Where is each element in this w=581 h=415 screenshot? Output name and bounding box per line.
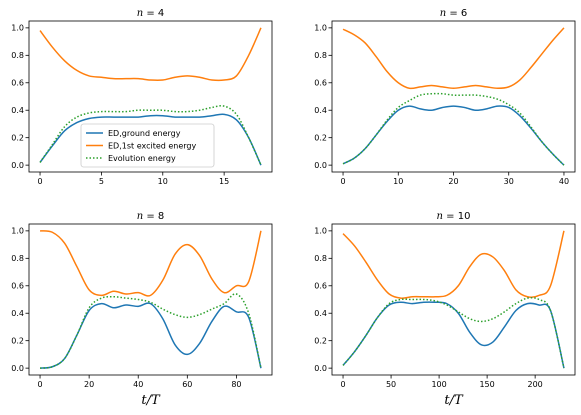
- y-tick-label: 0.6: [314, 282, 327, 291]
- y-tick-label: 0.0: [314, 364, 327, 373]
- legend: ED,ground energy ED,1st excited energy Evo…: [80, 123, 215, 168]
- axes-frame: [331, 223, 576, 376]
- x-tick-label: 0: [37, 177, 42, 186]
- panel-title: n = 8: [137, 211, 165, 222]
- x-axis-label: t/T: [141, 393, 161, 408]
- y-tick-label: 0.8: [314, 51, 327, 60]
- x-tick-label: 0: [340, 177, 345, 186]
- legend-label: ED,1st excited energy: [108, 142, 197, 151]
- axes-frame: [28, 223, 273, 376]
- x-tick-label: 10: [393, 177, 403, 186]
- x-tick-label: 20: [448, 177, 458, 186]
- x-tick-label: 40: [133, 380, 143, 389]
- panel-title: n = 4: [137, 8, 165, 19]
- y-tick-label: 0.2: [11, 133, 24, 142]
- x-tick-label: 20: [84, 380, 94, 389]
- panel-title: n = 10: [437, 211, 471, 222]
- y-tick-label: 1.0: [11, 227, 24, 236]
- y-tick-label: 0.4: [11, 106, 24, 115]
- y-tick-label: 0.4: [314, 106, 327, 115]
- y-tick-label: 0.4: [314, 309, 327, 318]
- x-tick-label: 200: [527, 380, 542, 389]
- chart-panel-2: 0.0 0.2 0.4 0.6 0.8 1.0 0 10 20 30 40 n = 6: [314, 8, 576, 186]
- x-tick-label: 0: [340, 380, 345, 389]
- y-tick-label: 0.2: [11, 336, 24, 345]
- series-line-evolution-energy: [39, 104, 262, 166]
- axes-frame: [331, 20, 576, 173]
- chart-panel-4: 0.0 0.2 0.4 0.6 0.8 1.0 0 50 100 150 200 n = 10 t/T: [314, 211, 576, 408]
- y-tick-label: 0.6: [11, 79, 24, 88]
- y-tick-label: 1.0: [314, 24, 327, 33]
- x-tick-label: 60: [182, 380, 192, 389]
- x-tick-label: 0: [37, 380, 42, 389]
- x-tick-label: 30: [504, 177, 514, 186]
- y-tick-label: 0.0: [11, 161, 24, 170]
- y-tick-label: 0.0: [314, 161, 327, 170]
- legend-box: [80, 123, 215, 168]
- y-tick-label: 1.0: [11, 24, 24, 33]
- y-tick-label: 0.0: [11, 364, 24, 373]
- chart-panel-3: 0.0 0.2 0.4 0.6 0.8 1.0 0 20 40 60 80 n = 8 t/T: [11, 211, 273, 408]
- series-line-ed-ground-energy: [342, 301, 565, 369]
- y-tick-label: 0.2: [314, 133, 327, 142]
- series-line-evolution-energy: [342, 296, 565, 369]
- series-line-evolution-energy: [342, 92, 565, 166]
- y-tick-label: 0.8: [314, 254, 327, 263]
- x-tick-label: 80: [231, 380, 241, 389]
- x-tick-label: 10: [158, 177, 168, 186]
- x-tick-label: 150: [479, 380, 494, 389]
- series-line-ed-1st-excited-energy: [342, 27, 565, 90]
- x-tick-label: 15: [219, 177, 229, 186]
- y-tick-label: 0.4: [11, 309, 24, 318]
- x-tick-label: 50: [386, 380, 396, 389]
- series-line-ed-ground-energy: [39, 302, 262, 369]
- y-tick-label: 1.0: [314, 227, 327, 236]
- x-axis-label: t/T: [444, 393, 464, 408]
- x-tick-label: 5: [99, 177, 104, 186]
- y-tick-label: 0.2: [314, 336, 327, 345]
- legend-label: Evolution energy: [108, 154, 176, 163]
- x-tick-label: 40: [559, 177, 569, 186]
- series-line-ed-1st-excited-energy: [342, 230, 565, 299]
- y-tick-label: 0.6: [314, 79, 327, 88]
- y-tick-label: 0.6: [11, 282, 24, 291]
- series-line-ed-ground-energy: [342, 105, 565, 166]
- panel-title: n = 6: [440, 8, 468, 19]
- series-line-ed-1st-excited-energy: [39, 27, 262, 82]
- series-line-ed-1st-excited-energy: [39, 230, 262, 297]
- series-line-evolution-energy: [39, 293, 262, 369]
- y-tick-label: 0.8: [11, 254, 24, 263]
- y-tick-label: 0.8: [11, 51, 24, 60]
- legend-label: ED,ground energy: [108, 129, 181, 138]
- x-tick-label: 100: [431, 380, 446, 389]
- axes-frame: [28, 20, 273, 173]
- chart-panel-1: 0.0 0.2 0.4 0.6 0.8 1.0 0 5 10 15 n = 4 ED,ground e…: [11, 8, 273, 186]
- series-line-ed-ground-energy: [39, 113, 262, 166]
